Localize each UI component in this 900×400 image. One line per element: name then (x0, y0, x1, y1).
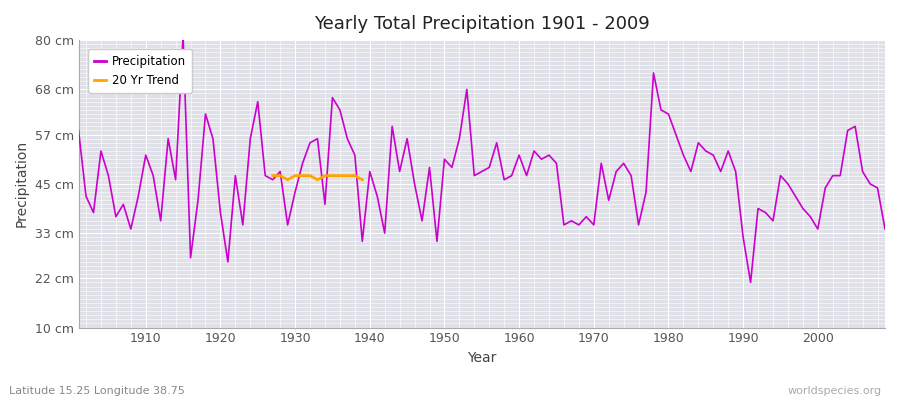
Legend: Precipitation, 20 Yr Trend: Precipitation, 20 Yr Trend (88, 49, 192, 92)
X-axis label: Year: Year (467, 351, 497, 365)
Text: worldspecies.org: worldspecies.org (788, 386, 882, 396)
Title: Yearly Total Precipitation 1901 - 2009: Yearly Total Precipitation 1901 - 2009 (314, 15, 650, 33)
Y-axis label: Precipitation: Precipitation (15, 140, 29, 228)
Text: Latitude 15.25 Longitude 38.75: Latitude 15.25 Longitude 38.75 (9, 386, 184, 396)
